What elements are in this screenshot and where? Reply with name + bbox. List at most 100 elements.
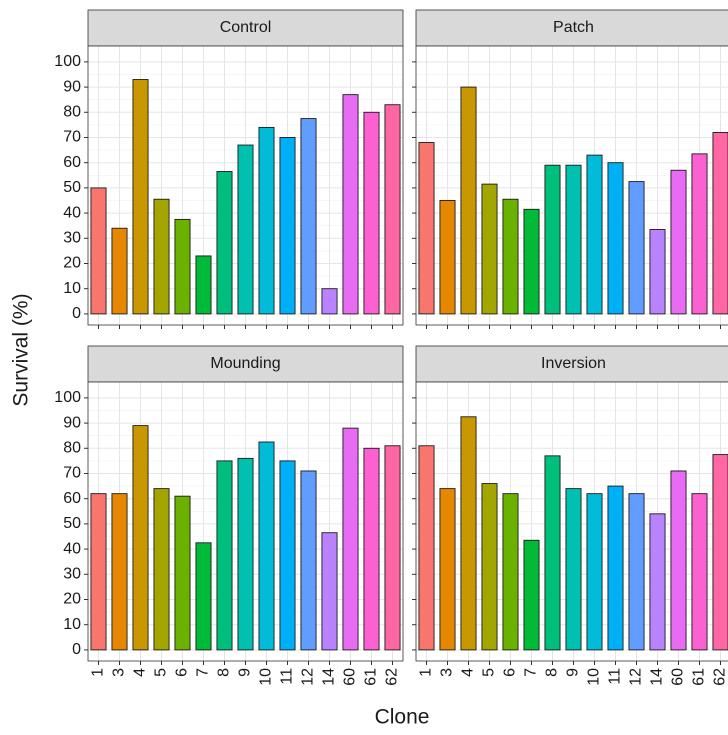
y-tick-label: 70 [63,465,81,482]
bar [216,171,233,315]
bar [363,111,380,315]
bar [691,153,708,315]
bar [153,198,170,315]
y-tick-label: 10 [63,616,81,633]
facet-title: Inversion [541,355,606,372]
bar [237,457,254,651]
facet-title: Mounding [210,355,280,372]
bar [279,460,296,651]
x-tick-label: 12 [628,668,645,686]
bar [586,154,603,315]
y-tick-label: 60 [63,154,81,171]
x-tick-label: 6 [174,668,191,677]
bar [523,539,540,651]
x-tick-label: 61 [363,668,380,686]
bar [216,460,233,651]
bar [342,94,359,315]
y-tick-label: 100 [54,389,81,406]
bar [174,218,191,315]
bar [502,198,519,315]
bar [691,493,708,651]
bar [90,493,107,651]
bar [607,162,624,315]
y-tick-label: 80 [63,104,81,121]
bar [649,513,666,651]
bar [565,164,582,315]
bar [586,493,603,651]
strip [415,345,728,383]
y-tick-label: 20 [63,255,81,272]
panel-border [415,45,728,326]
bar [628,493,645,651]
bar [544,455,561,651]
bar [460,86,477,315]
y-tick-label: 20 [63,591,81,608]
bar [258,441,275,651]
panel-border [415,381,728,662]
bar [111,493,128,651]
bar [153,488,170,651]
x-tick-label: 10 [586,668,603,686]
bar [174,495,191,651]
x-tick-label: 11 [607,668,624,685]
x-tick-label: 5 [481,668,498,677]
bar [565,488,582,651]
bar [300,118,317,315]
x-tick-label: 6 [502,668,519,677]
bar [384,445,401,651]
x-tick-label: 8 [544,668,561,677]
bar [132,79,149,315]
x-tick-label: 60 [670,668,687,686]
bar [628,181,645,315]
bar [481,183,498,315]
x-tick-label: 9 [237,668,254,677]
x-tick-label: 14 [321,668,338,686]
bar [321,532,338,651]
y-tick-label: 90 [63,78,81,95]
bar [460,416,477,651]
bar [712,131,728,315]
x-tick-label: 9 [565,668,582,677]
bar [132,425,149,651]
bar [439,488,456,651]
x-tick-label: 4 [460,668,477,677]
x-tick-label: 1 [90,668,107,677]
x-tick-label: 3 [111,668,128,677]
bar [481,483,498,651]
x-tick-label: 11 [279,668,296,685]
y-tick-label: 10 [63,280,81,297]
y-tick-label: 0 [72,305,81,322]
bar [418,142,435,315]
x-tick-label: 7 [523,668,540,677]
y-tick-label: 100 [54,53,81,70]
bar [544,164,561,315]
facet-title: Patch [553,19,594,36]
facet-title: Control [220,19,272,36]
bar [523,208,540,315]
y-tick-label: 40 [63,540,81,557]
bar [439,200,456,315]
x-tick-label: 62 [712,668,728,686]
y-tick-label: 60 [63,490,81,507]
bar [321,288,338,315]
y-tick-label: 50 [63,179,81,196]
x-axis-label: Clone [375,706,430,729]
x-tick-label: 7 [195,668,212,677]
bar [195,542,212,651]
panel-border [87,45,404,326]
bar [195,255,212,315]
x-tick-label: 5 [153,668,170,677]
strip [87,9,404,47]
bar [300,470,317,651]
bar [670,169,687,315]
y-tick-label: 0 [72,641,81,658]
y-tick-label: 90 [63,414,81,431]
x-tick-label: 12 [300,668,317,686]
bar [384,104,401,315]
bar [258,126,275,315]
y-axis-label: Survival (%) [10,293,33,406]
bar [237,144,254,315]
bar [649,229,666,315]
y-tick-label: 80 [63,440,81,457]
y-tick-label: 30 [63,566,81,583]
